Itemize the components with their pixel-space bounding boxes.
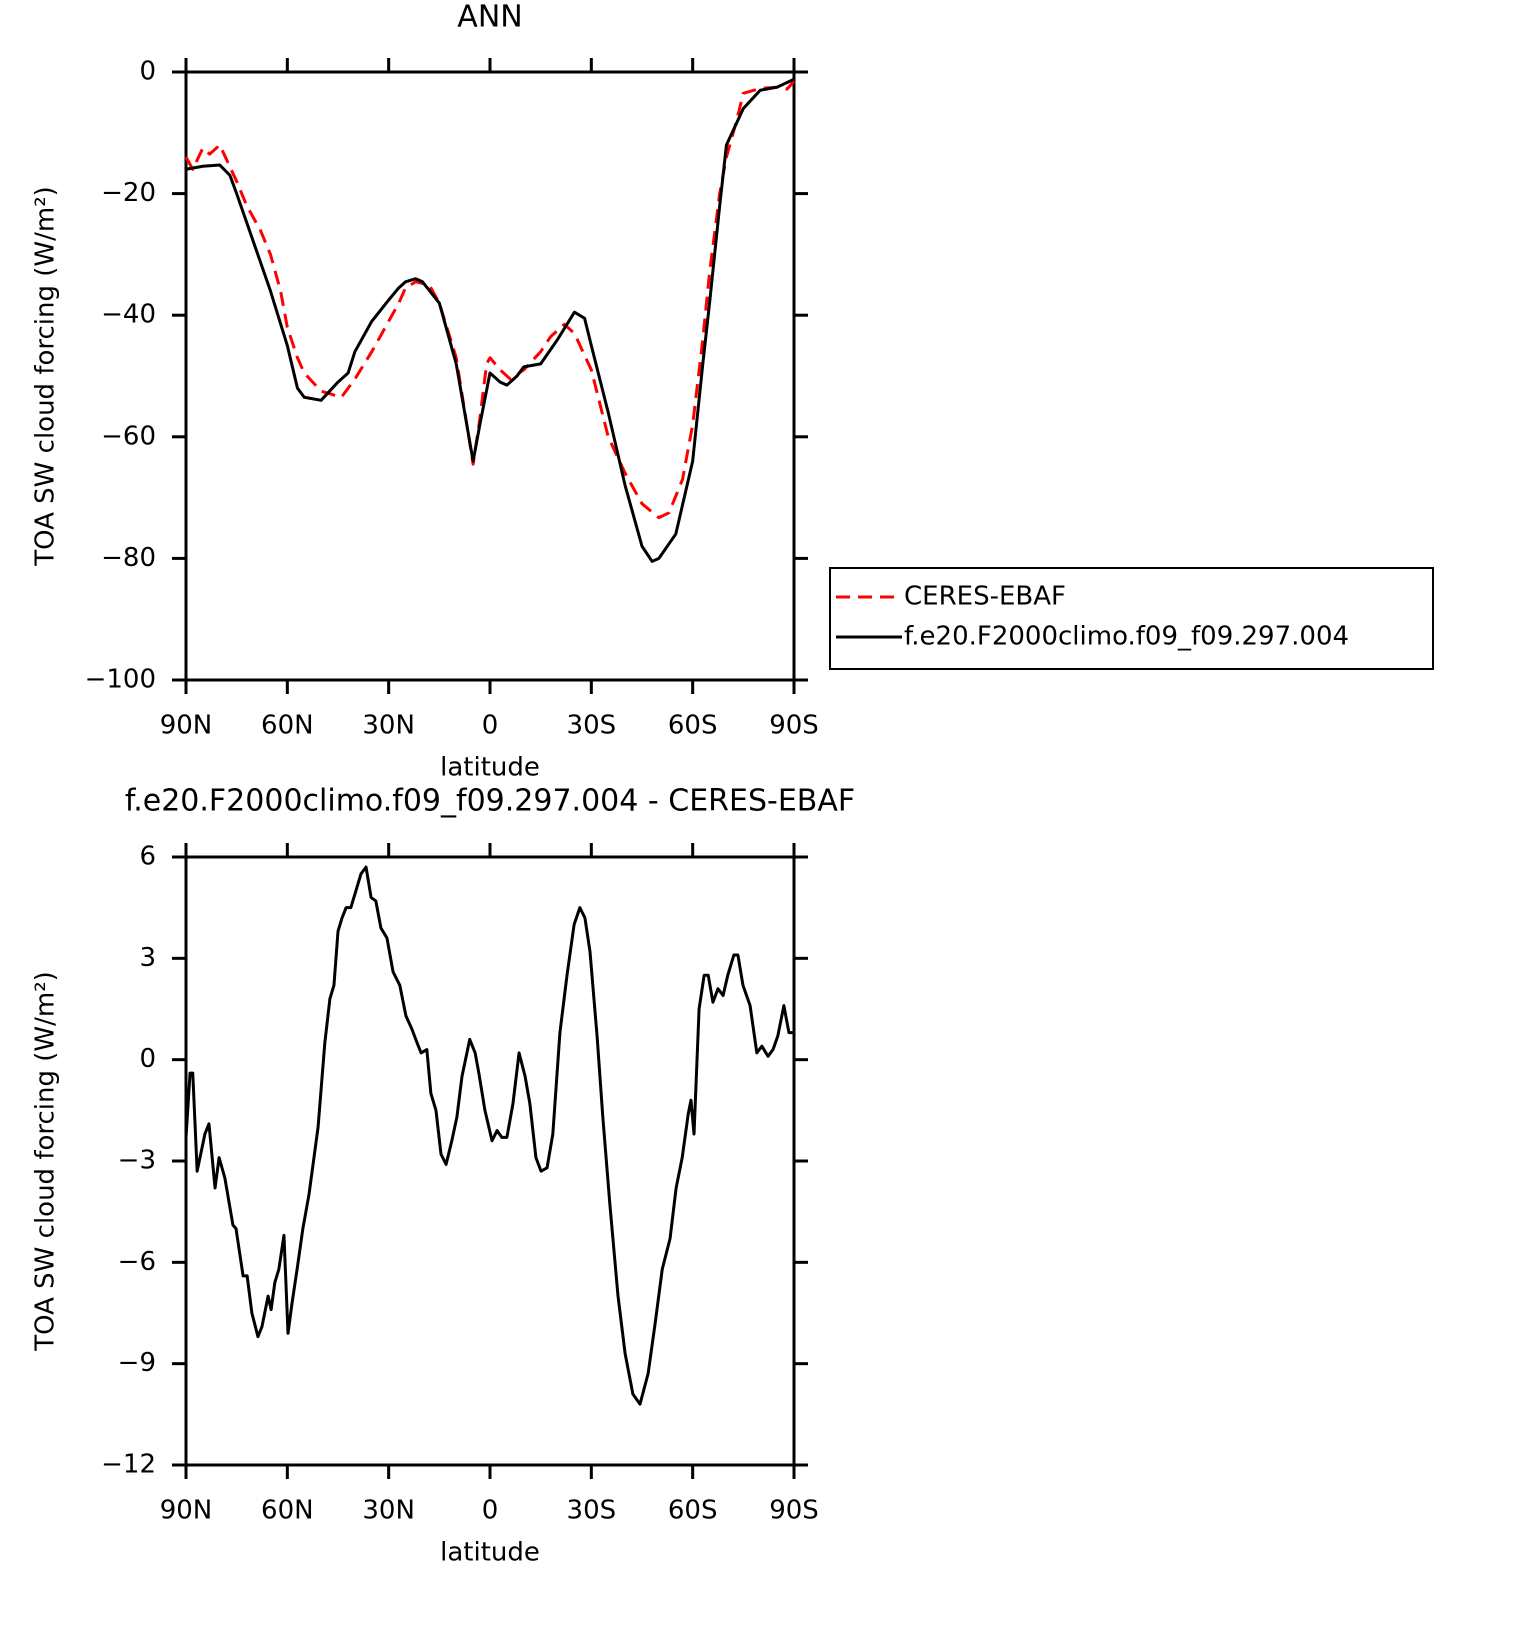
- chart-title: ANN: [457, 0, 522, 35]
- x-tick-label: 90N: [160, 711, 213, 741]
- y-tick-label: −6: [118, 1247, 156, 1277]
- x-tick-label: 0: [482, 711, 499, 741]
- x-tick-label: 60S: [668, 711, 718, 741]
- y-tick-label: −9: [118, 1348, 156, 1378]
- x-tick-label: 30N: [362, 1496, 415, 1526]
- y-tick-label: 3: [139, 943, 156, 973]
- chart-title: f.e20.F2000climo.f09_f09.297.004 - CERES…: [125, 784, 855, 819]
- y-tick-label: −80: [101, 543, 156, 573]
- y-axis-label: TOA SW cloud forcing (W/m²): [31, 971, 61, 1352]
- y-tick-label: −12: [101, 1450, 156, 1480]
- legend-label: f.e20.F2000climo.f09_f09.297.004: [904, 622, 1349, 652]
- x-tick-label: 60N: [261, 711, 314, 741]
- y-tick-label: 0: [139, 1044, 156, 1074]
- y-axis-label: TOA SW cloud forcing (W/m²): [31, 186, 61, 567]
- legend-box: [829, 567, 1434, 670]
- data-line: [184, 865, 794, 1406]
- x-tick-label: 90S: [769, 1496, 819, 1526]
- x-tick-label: 60S: [668, 1496, 718, 1526]
- y-tick-label: −20: [101, 178, 156, 208]
- x-tick-label: 60N: [261, 1496, 314, 1526]
- x-tick-label: 90S: [769, 711, 819, 741]
- y-tick-label: −3: [118, 1146, 156, 1176]
- x-tick-label: 30S: [567, 711, 617, 741]
- y-tick-label: −60: [101, 421, 156, 451]
- x-tick-label: 0: [482, 1496, 499, 1526]
- y-tick-label: 6: [139, 842, 156, 872]
- y-tick-label: 0: [139, 57, 156, 87]
- plot-frame: [184, 855, 796, 1467]
- y-tick-label: −100: [85, 665, 156, 695]
- x-tick-label: 30N: [362, 711, 415, 741]
- data-line: [184, 80, 796, 520]
- x-tick-label: 30S: [567, 1496, 617, 1526]
- legend-label: CERES-EBAF: [904, 582, 1066, 612]
- x-axis-label: latitude: [440, 1538, 540, 1568]
- y-tick-label: −40: [101, 300, 156, 330]
- x-tick-label: 90N: [160, 1496, 213, 1526]
- x-axis-label: latitude: [440, 753, 540, 783]
- data-line: [185, 77, 795, 563]
